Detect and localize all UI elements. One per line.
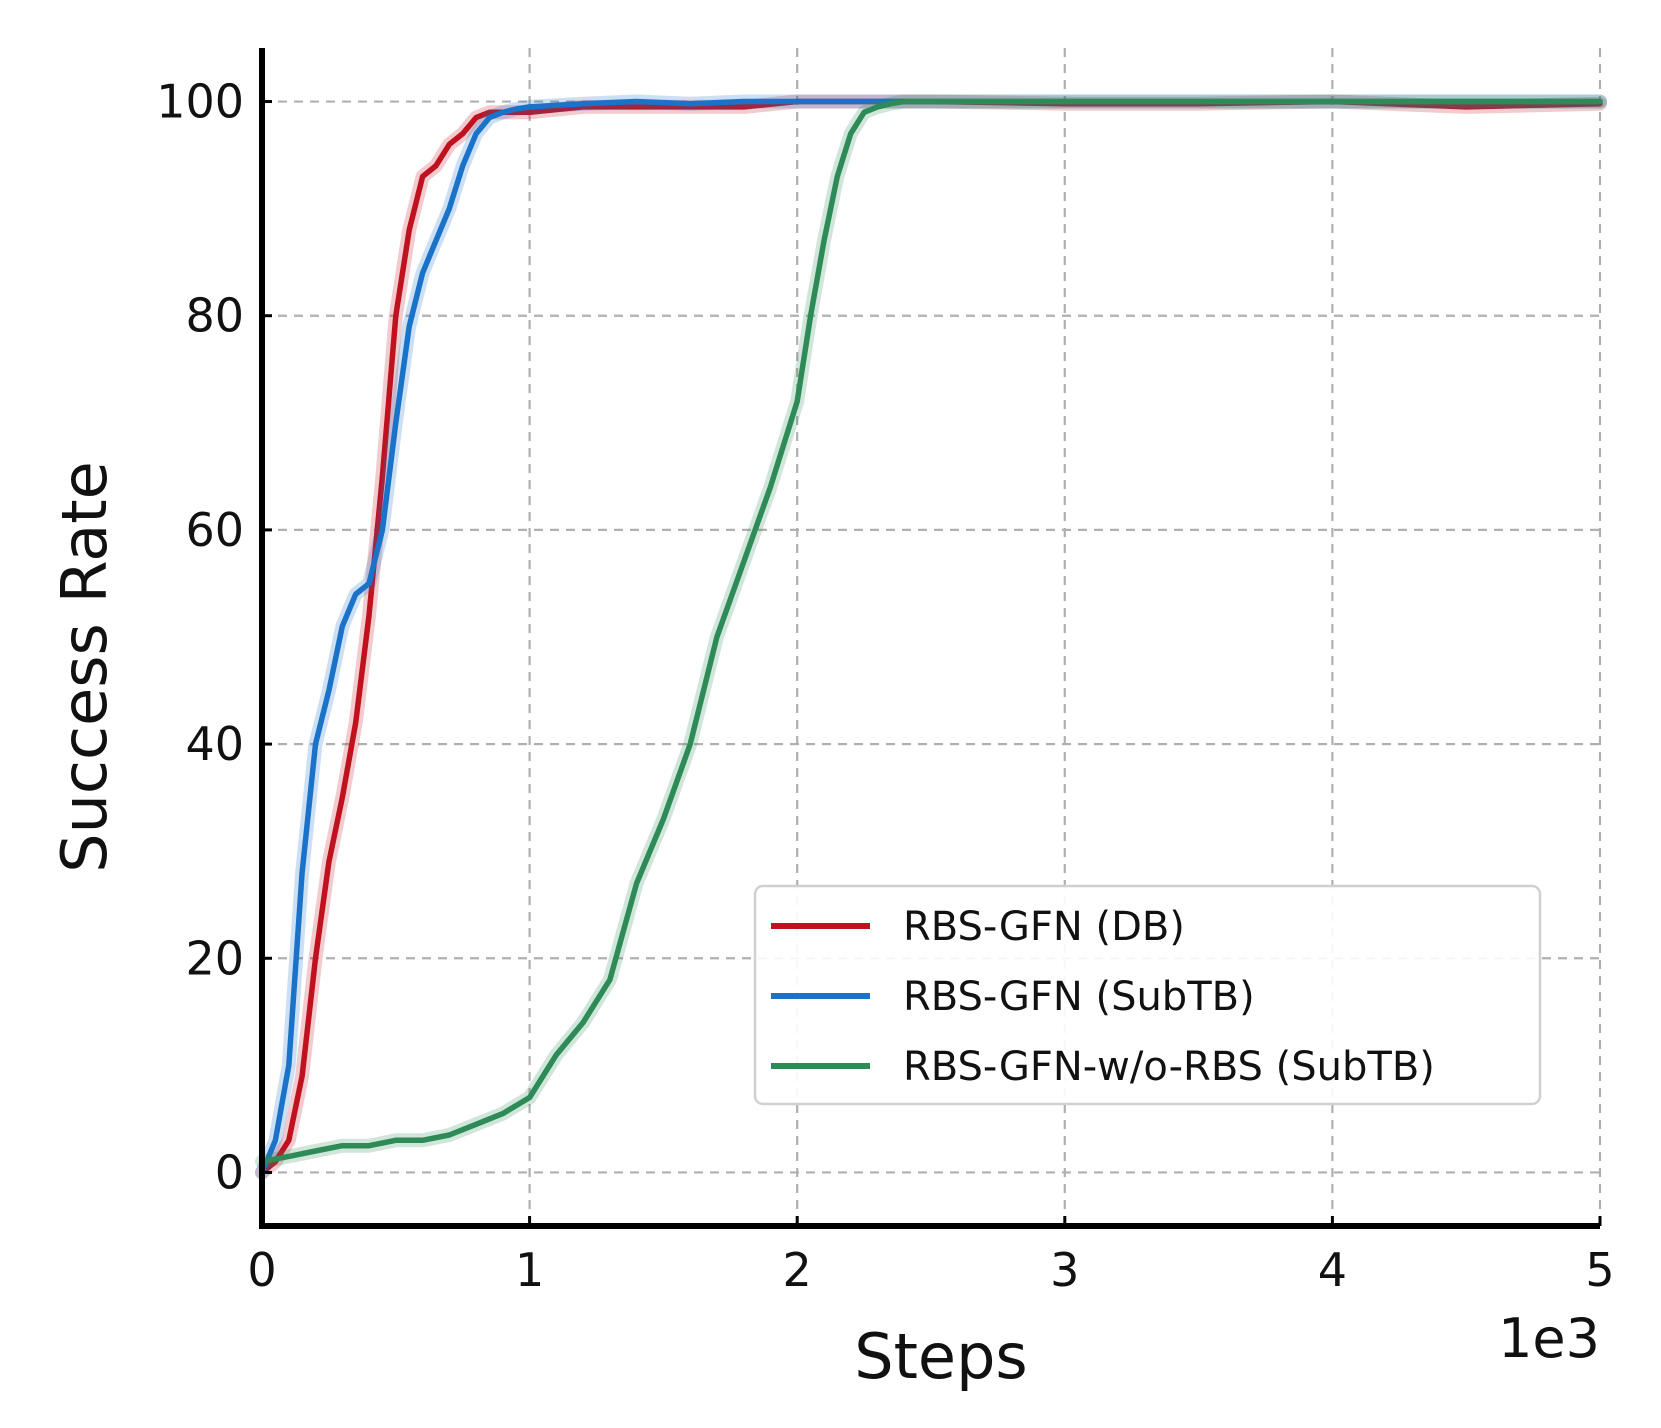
legend-label-1: RBS-GFN (SubTB) (903, 974, 1255, 1020)
series-2 (255, 94, 1607, 1169)
tick-layer: 0 1 2 3 4 5 0 20 40 60 80 100 (156, 75, 1614, 1297)
x-tick-label-3: 3 (1050, 1243, 1079, 1297)
series-layer (255, 94, 1607, 1180)
series-2-line (259, 98, 1603, 1165)
y-tick-label-5: 100 (156, 75, 244, 129)
y-tick-label-1: 20 (185, 931, 244, 985)
x-tick-label-5: 5 (1585, 1243, 1614, 1297)
legend: RBS-GFN (DB) RBS-GFN (SubTB) RBS-GFN-w/o-R… (753, 884, 1542, 1106)
legend-box (753, 884, 1542, 1106)
x-tick-label-4: 4 (1318, 1243, 1347, 1297)
legend-label-2: RBS-GFN-w/o-RBS (SubTB) (903, 1044, 1435, 1090)
y-axis-title: Success Rate (48, 461, 121, 872)
axes-layer (259, 48, 1600, 1229)
x-tick-label-2: 2 (783, 1243, 812, 1297)
y-tick-label-2: 40 (185, 717, 244, 771)
x-tick-label-0: 0 (247, 1243, 276, 1297)
legend-label-0: RBS-GFN (DB) (903, 904, 1185, 950)
x-axis-offset-text: 1e3 (1498, 1307, 1600, 1370)
y-tick-label-4: 80 (185, 289, 244, 343)
x-tick-label-1: 1 (515, 1243, 544, 1297)
y-tick-label-3: 60 (185, 503, 244, 557)
x-axis-title: Steps (854, 1320, 1027, 1393)
y-tick-label-0: 0 (215, 1145, 244, 1199)
